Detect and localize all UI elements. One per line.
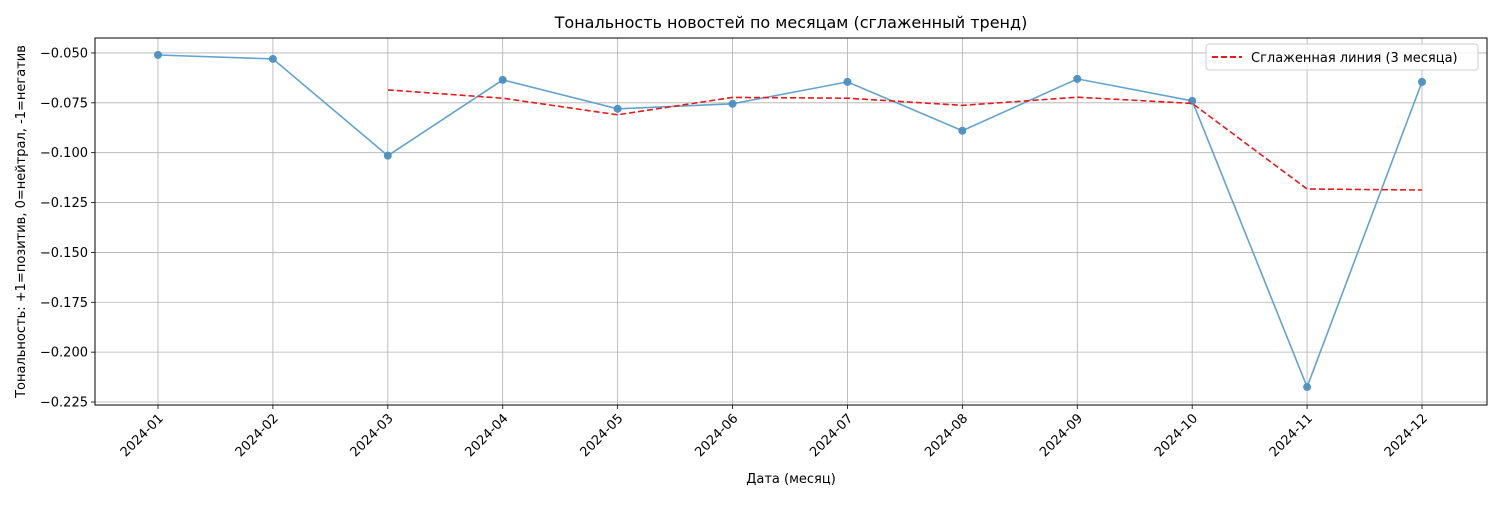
- monthly-data-point: [383, 151, 392, 160]
- legend-box: [1205, 43, 1479, 71]
- x-tick-label: 2024-03: [348, 411, 397, 460]
- y-axis-label: Тональность: +1=позитив, 0=нейтрал, -1=н…: [14, 45, 29, 399]
- monthly-data-point: [498, 75, 507, 84]
- x-tick-label: 2024-01: [118, 411, 167, 460]
- x-tick-label: 2024-04: [463, 411, 512, 460]
- monthly-data-point: [843, 77, 852, 86]
- x-tick-label: 2024-08: [922, 411, 971, 460]
- y-tick-label: −0.200: [40, 346, 88, 361]
- series-layer: [154, 50, 1426, 392]
- monthly-data-point: [958, 126, 967, 135]
- x-tick-label: 2024-11: [1267, 411, 1316, 460]
- monthly-series-line: [157, 54, 1423, 390]
- legend: Сглаженная линия (3 месяца): [1205, 43, 1479, 71]
- monthly-data-point: [728, 99, 737, 108]
- y-tick-label: −0.100: [40, 146, 88, 161]
- y-tick-label: −0.075: [40, 96, 88, 111]
- monthly-data-point: [1303, 383, 1312, 392]
- monthly-data-point: [1073, 74, 1082, 83]
- plot-frame: [94, 37, 1488, 406]
- y-tick-label: −0.150: [40, 246, 88, 261]
- monthly-data-point: [1418, 77, 1426, 86]
- y-tick-label: −0.125: [40, 196, 88, 211]
- monthly-data-point: [613, 104, 622, 113]
- x-tick-label: 2024-12: [1382, 411, 1431, 460]
- monthly-data-point: [268, 54, 277, 63]
- smoothed-series-line: [387, 89, 1423, 191]
- x-tick-label: 2024-09: [1037, 411, 1086, 460]
- x-tick-label: 2024-05: [577, 411, 626, 460]
- legend-label-smoothed: Сглаженная линия (3 месяца): [1251, 51, 1458, 66]
- monthly-data-point: [154, 50, 162, 59]
- y-tick-label: −0.050: [40, 46, 88, 61]
- y-tick-label: −0.175: [40, 296, 88, 311]
- x-axis-label: Дата (месяц): [746, 472, 836, 487]
- y-tick-label: −0.225: [40, 396, 88, 411]
- chart-title: Тональность новостей по месяцам (сглажен…: [554, 13, 1028, 32]
- x-tick-label: 2024-06: [692, 411, 741, 460]
- x-tick-label: 2024-02: [233, 411, 282, 460]
- x-tick-label: 2024-10: [1152, 411, 1201, 460]
- ticks-layer: 2024-01 2024-02 2024-03 2024-04 2024-05 2024-…: [40, 46, 1431, 460]
- x-tick-label: 2024-07: [807, 411, 856, 460]
